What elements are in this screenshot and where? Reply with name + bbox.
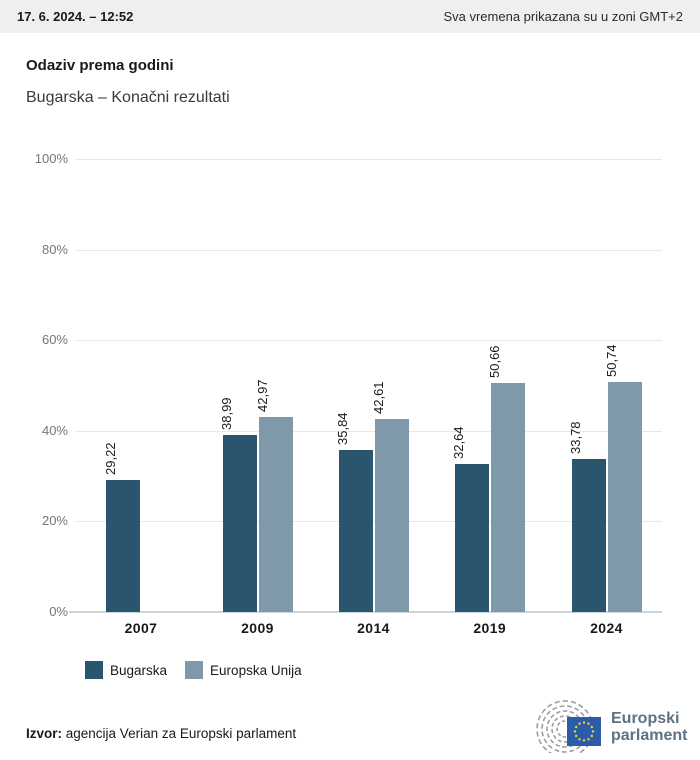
source-text: agencija Verian za Europski parlament bbox=[62, 726, 297, 741]
y-tick-label: 100% bbox=[34, 151, 68, 166]
chart-legend: Bugarska Europska Unija bbox=[85, 661, 302, 679]
source-label: Izvor: bbox=[26, 726, 63, 741]
bar-value-label: 42,97 bbox=[255, 379, 270, 413]
x-tick-label-2009: 2009 bbox=[241, 620, 274, 636]
bar-value-label: 50,74 bbox=[604, 344, 619, 378]
eu-flag-icon bbox=[567, 717, 601, 746]
gridline bbox=[75, 250, 662, 251]
bar-europska-unija-2014 bbox=[374, 418, 409, 612]
legend-item: Europska Unija bbox=[185, 661, 302, 679]
header-bar: 17. 6. 2024. – 12:52 Sva vremena prikaza… bbox=[0, 0, 700, 33]
y-tick-label: 60% bbox=[41, 332, 68, 347]
logo-text-line2: parlament bbox=[611, 727, 688, 744]
bar-bugarska-2019 bbox=[454, 464, 489, 612]
legend-swatch bbox=[85, 661, 103, 679]
y-tick-label: 80% bbox=[41, 242, 68, 257]
page-subtitle: Bugarska – Konačni rezultati bbox=[26, 89, 230, 106]
legend-item: Bugarska bbox=[85, 661, 167, 679]
x-tick-label-2024: 2024 bbox=[590, 620, 623, 636]
header-timezone-note: Sva vremena prikazana su u zoni GMT+2 bbox=[443, 9, 683, 24]
bar-europska-unija-2024 bbox=[607, 382, 642, 612]
bar-europska-unija-2019 bbox=[490, 382, 525, 612]
y-tick-label: 20% bbox=[41, 513, 68, 528]
legend-swatch bbox=[185, 661, 204, 679]
legend-label: Bugarska bbox=[110, 662, 168, 678]
legend-label: Europska Unija bbox=[210, 662, 302, 678]
bar-value-label: 32,64 bbox=[451, 426, 467, 460]
bar-bugarska-2014 bbox=[338, 449, 373, 612]
bar-europska-unija-2009 bbox=[258, 417, 293, 612]
x-tick-label-2007: 2007 bbox=[124, 620, 158, 636]
gridline bbox=[75, 431, 662, 432]
x-tick-label-2014: 2014 bbox=[357, 620, 390, 636]
y-tick-label: 40% bbox=[41, 423, 68, 438]
y-tick-label: 0% bbox=[49, 604, 68, 619]
bar-value-label: 38,99 bbox=[219, 397, 234, 431]
bar-bugarska-2007 bbox=[106, 479, 140, 612]
header-timestamp: 17. 6. 2024. – 12:52 bbox=[17, 9, 134, 24]
source-note: Izvor: agencija Verian za Europski parla… bbox=[26, 726, 296, 741]
bar-bugarska-2024 bbox=[571, 458, 606, 612]
x-tick-label-2019: 2019 bbox=[473, 620, 507, 636]
bar-value-label: 33,78 bbox=[568, 421, 583, 454]
page-title: Odaziv prema godini bbox=[26, 57, 174, 74]
bar-value-label: 35,84 bbox=[335, 412, 350, 445]
x-axis-line bbox=[69, 611, 662, 613]
logo-text-line1: Europski bbox=[611, 710, 679, 727]
bar-value-label: 50,66 bbox=[487, 344, 503, 378]
european-parliament-logo: Europski parlament bbox=[536, 700, 688, 753]
bar-bugarska-2009 bbox=[222, 435, 257, 612]
gridline bbox=[75, 159, 662, 160]
bar-value-label: 29,22 bbox=[102, 442, 118, 475]
bar-value-label: 42,61 bbox=[371, 381, 386, 414]
gridline bbox=[75, 340, 662, 341]
